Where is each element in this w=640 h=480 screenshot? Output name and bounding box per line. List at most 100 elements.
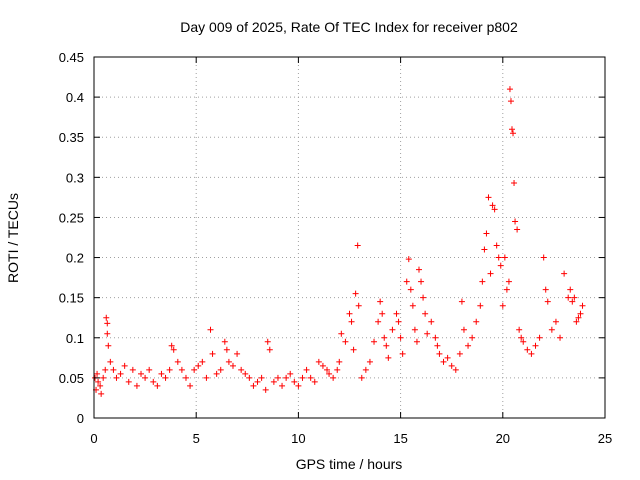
data-point (456, 350, 463, 357)
data-point (415, 266, 422, 273)
data-point (334, 366, 341, 373)
data-point (407, 286, 414, 293)
data-point (270, 378, 277, 385)
data-point (279, 382, 286, 389)
data-point (397, 334, 404, 341)
data-point (100, 374, 107, 381)
y-tick-label: 0.25 (59, 210, 84, 225)
data-point (385, 354, 392, 361)
y-tick-label: 0.3 (66, 170, 84, 185)
data-point (493, 242, 500, 249)
data-point (125, 378, 132, 385)
data-point (379, 310, 386, 317)
data-point (242, 370, 249, 377)
y-tick-label: 0.4 (66, 90, 84, 105)
data-point (409, 302, 416, 309)
data-point (358, 374, 365, 381)
data-point (213, 370, 220, 377)
data-point (287, 370, 294, 377)
data-point (342, 338, 349, 345)
data-point (479, 278, 486, 285)
data-point (209, 350, 216, 357)
data-point (350, 346, 357, 353)
data-point (552, 318, 559, 325)
data-point (338, 330, 345, 337)
data-point (129, 366, 136, 373)
y-tick-label: 0.35 (59, 130, 84, 145)
data-point (512, 218, 519, 225)
data-point (573, 318, 580, 325)
data-point (395, 318, 402, 325)
data-point (424, 330, 431, 337)
data-point (246, 374, 253, 381)
data-point (225, 358, 232, 365)
data-point (518, 334, 525, 341)
data-point (254, 378, 261, 385)
data-point (567, 286, 574, 293)
data-point (324, 366, 331, 373)
data-point (104, 330, 111, 337)
data-point (428, 318, 435, 325)
data-point (146, 366, 153, 373)
data-point (460, 326, 467, 333)
data-point (103, 314, 110, 321)
data-point (434, 342, 441, 349)
data-point (203, 374, 210, 381)
data-point (532, 342, 539, 349)
data-point (352, 290, 359, 297)
data-point (381, 334, 388, 341)
data-point (104, 320, 111, 327)
x-axis-label: GPS time / hours (296, 456, 403, 472)
data-point (487, 270, 494, 277)
data-point (346, 310, 353, 317)
data-point (375, 318, 382, 325)
data-point (311, 378, 318, 385)
data-point (469, 334, 476, 341)
data-point (377, 298, 384, 305)
data-point (577, 310, 584, 317)
y-tick-label: 0.1 (66, 331, 84, 346)
data-point (326, 370, 333, 377)
data-point (485, 194, 492, 201)
data-point (505, 278, 512, 285)
data-point (319, 362, 326, 369)
data-point (250, 382, 257, 389)
y-axis-label: ROTI / TECUs (5, 193, 21, 283)
data-point (105, 342, 112, 349)
data-point (565, 294, 572, 301)
data-point (418, 278, 425, 285)
data-point (520, 338, 527, 345)
data-point (501, 254, 508, 261)
data-point (440, 358, 447, 365)
data-point (411, 326, 418, 333)
x-tick-label: 15 (393, 431, 407, 446)
data-point (264, 338, 271, 345)
data-point (315, 358, 322, 365)
data-point (362, 366, 369, 373)
data-point (514, 226, 521, 233)
data-point (258, 374, 265, 381)
data-point (507, 98, 514, 105)
data-point (481, 246, 488, 253)
data-point (575, 314, 582, 321)
data-point (142, 374, 149, 381)
data-point (389, 326, 396, 333)
data-point (499, 302, 506, 309)
data-point (497, 262, 504, 269)
data-point (542, 286, 549, 293)
data-point (544, 298, 551, 305)
chart-title: Day 009 of 2025, Rate Of TEC Index for r… (180, 19, 518, 35)
data-point (150, 378, 157, 385)
data-point (511, 179, 518, 186)
data-point (371, 338, 378, 345)
plot-frame (93, 56, 606, 419)
data-points (92, 86, 586, 397)
data-point (571, 294, 578, 301)
data-point (432, 334, 439, 341)
data-point (330, 374, 337, 381)
y-tick-label: 0.05 (59, 371, 84, 386)
data-point (207, 326, 214, 333)
data-point (540, 254, 547, 261)
data-point (95, 378, 102, 385)
data-point (162, 374, 169, 381)
